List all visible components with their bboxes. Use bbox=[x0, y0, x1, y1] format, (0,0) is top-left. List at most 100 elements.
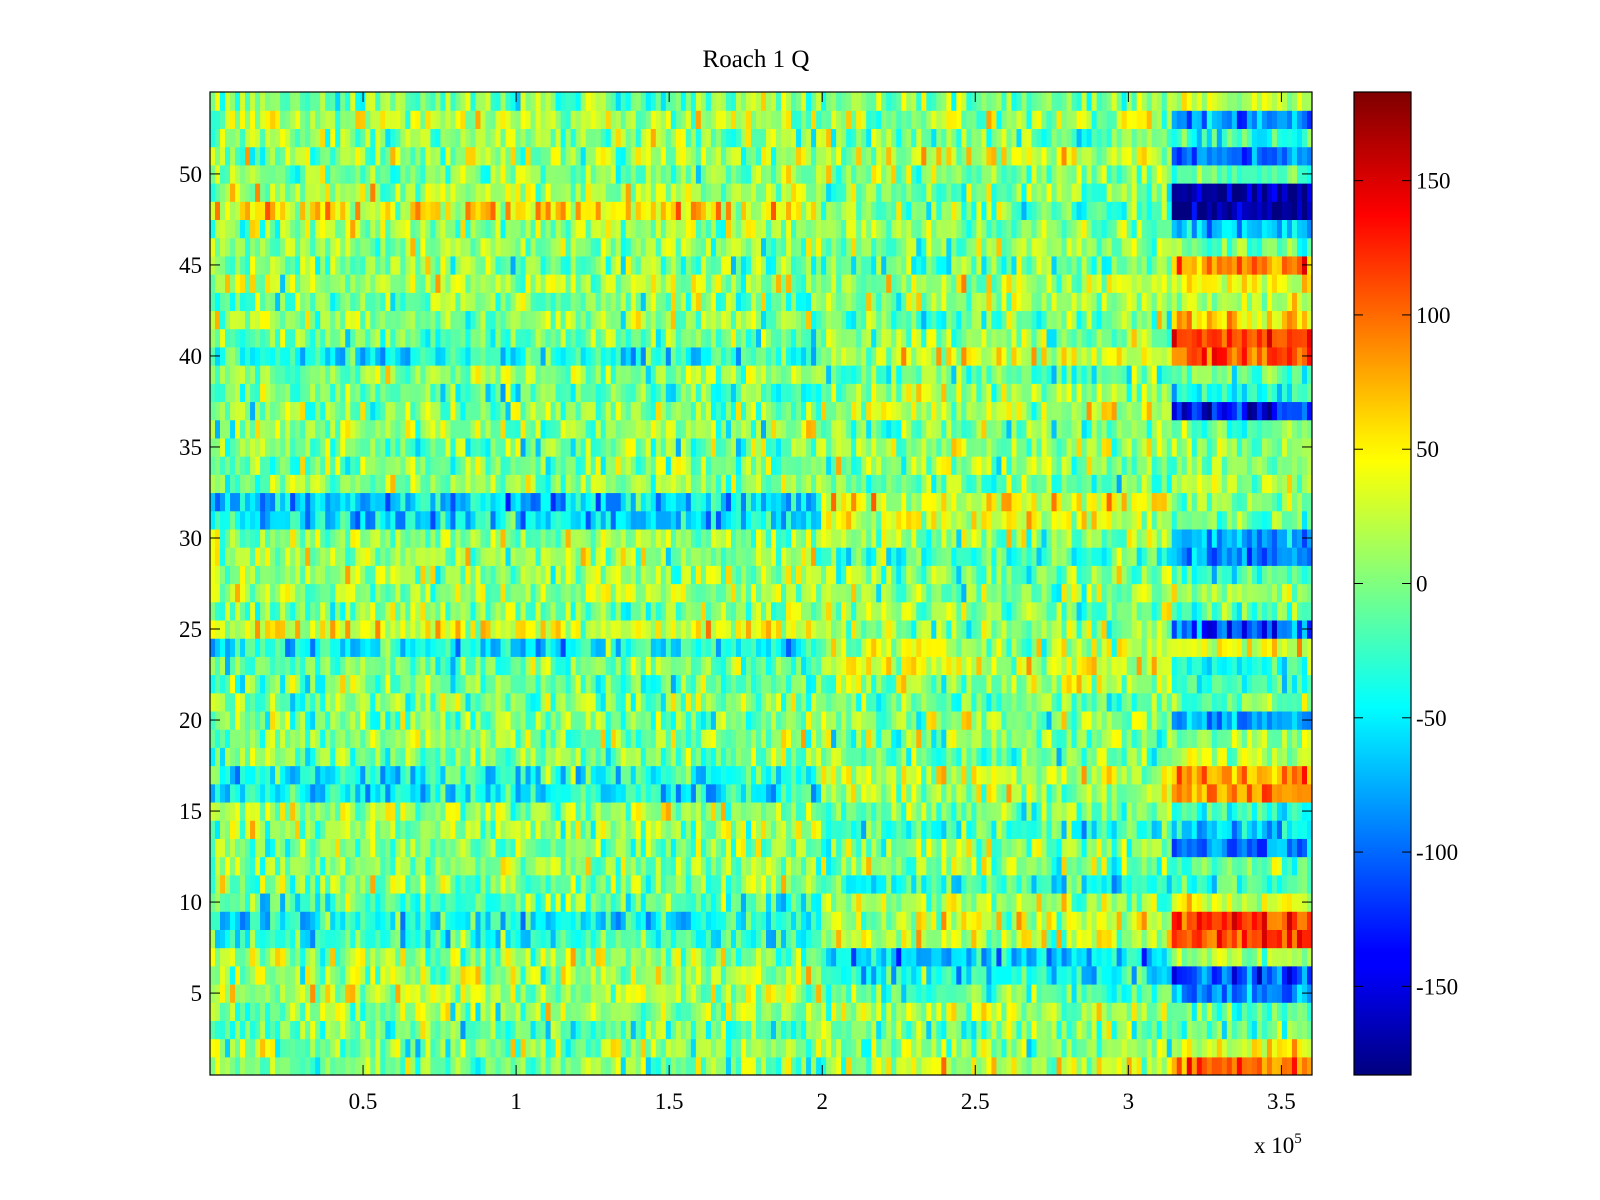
heatmap-cell bbox=[420, 838, 426, 858]
heatmap-cell bbox=[530, 947, 537, 967]
heatmap-cell bbox=[1201, 1020, 1208, 1040]
heatmap-cell bbox=[440, 692, 447, 712]
heatmap-cell bbox=[996, 765, 1003, 785]
heatmap-cell bbox=[390, 674, 396, 694]
heatmap-cell bbox=[445, 965, 452, 985]
heatmap-cell bbox=[1051, 710, 1058, 730]
heatmap-cell bbox=[976, 747, 982, 767]
heatmap-cell bbox=[685, 1020, 692, 1040]
heatmap-cell bbox=[595, 747, 602, 767]
heatmap-cell bbox=[365, 674, 371, 694]
heatmap-cell bbox=[1036, 674, 1043, 694]
heatmap-cell bbox=[630, 1002, 637, 1021]
heatmap-cell bbox=[510, 710, 517, 730]
heatmap-cell bbox=[285, 892, 291, 912]
heatmap-cell bbox=[650, 874, 657, 894]
heatmap-cell bbox=[956, 947, 962, 967]
heatmap-cell bbox=[1071, 765, 1078, 785]
heatmap-cell bbox=[555, 692, 562, 712]
heatmap-cell bbox=[981, 820, 988, 839]
heatmap-cell bbox=[1061, 692, 1068, 712]
heatmap-cell bbox=[1146, 965, 1153, 985]
heatmap-cell bbox=[1176, 1002, 1183, 1021]
heatmap-cell bbox=[520, 729, 527, 748]
heatmap-cell bbox=[335, 765, 341, 785]
heatmap-cell bbox=[310, 838, 316, 858]
heatmap-cell bbox=[520, 1056, 527, 1075]
heatmap-cell bbox=[1201, 820, 1208, 839]
heatmap-cell bbox=[280, 801, 286, 821]
heatmap-cell bbox=[851, 856, 857, 876]
heatmap-cell bbox=[325, 838, 331, 858]
heatmap-cell bbox=[1301, 1002, 1308, 1021]
heatmap-cell bbox=[510, 856, 517, 876]
heatmap-cell bbox=[851, 838, 857, 858]
heatmap-cell bbox=[630, 692, 637, 712]
heatmap-cell bbox=[360, 729, 366, 748]
heatmap-cell bbox=[690, 729, 697, 748]
heatmap-cell bbox=[520, 929, 527, 949]
heatmap-cell bbox=[1296, 856, 1303, 876]
heatmap-cell bbox=[445, 856, 452, 876]
heatmap-cell bbox=[1196, 965, 1203, 985]
heatmap-cell bbox=[420, 856, 426, 876]
heatmap-cell bbox=[1076, 1002, 1083, 1021]
heatmap-cell bbox=[916, 729, 922, 748]
heatmap-cell bbox=[250, 710, 256, 730]
heatmap-cell bbox=[1106, 856, 1113, 876]
heatmap-cell bbox=[350, 674, 356, 694]
heatmap-cell bbox=[590, 656, 597, 676]
heatmap-cell bbox=[1026, 929, 1033, 949]
heatmap-cell bbox=[690, 947, 697, 967]
heatmap-cell bbox=[555, 820, 562, 839]
heatmap-cell bbox=[290, 892, 296, 912]
heatmap-cell bbox=[715, 692, 722, 712]
heatmap-cell bbox=[996, 947, 1003, 967]
heatmap-cell bbox=[1276, 1020, 1283, 1040]
heatmap-cell bbox=[265, 656, 271, 676]
heatmap-cell bbox=[1306, 874, 1312, 894]
heatmap-cell bbox=[1006, 1056, 1013, 1075]
heatmap-cell bbox=[971, 1056, 977, 1075]
heatmap-cell bbox=[1031, 1056, 1038, 1075]
heatmap-cell bbox=[735, 965, 742, 985]
heatmap-cell bbox=[1026, 692, 1033, 712]
heatmap-cell bbox=[1156, 1002, 1163, 1021]
heatmap-cell bbox=[490, 838, 497, 858]
heatmap-cell bbox=[650, 729, 657, 748]
heatmap-cell bbox=[991, 692, 998, 712]
heatmap-cell bbox=[826, 783, 832, 803]
heatmap-cell bbox=[500, 856, 507, 876]
heatmap-cell bbox=[971, 929, 977, 949]
heatmap-cell bbox=[715, 1038, 722, 1058]
heatmap-cell bbox=[415, 838, 421, 858]
heatmap-cell bbox=[715, 929, 722, 949]
heatmap-cell bbox=[1021, 1056, 1028, 1075]
heatmap-cell bbox=[690, 892, 697, 912]
heatmap-cell bbox=[580, 947, 587, 967]
heatmap-cell bbox=[1046, 947, 1053, 967]
heatmap-cell bbox=[1136, 929, 1143, 949]
heatmap-cell bbox=[235, 674, 241, 694]
heatmap-cell bbox=[1056, 729, 1063, 748]
heatmap-cell bbox=[650, 1056, 657, 1075]
heatmap-cell bbox=[1076, 856, 1083, 876]
heatmap-cell bbox=[350, 747, 356, 767]
heatmap-cell bbox=[876, 911, 882, 930]
heatmap-cell bbox=[941, 765, 947, 785]
heatmap-cell bbox=[811, 783, 817, 803]
heatmap-cell bbox=[560, 1038, 567, 1058]
heatmap-cell bbox=[580, 710, 587, 730]
heatmap-cell bbox=[796, 710, 802, 730]
heatmap-cell bbox=[460, 838, 467, 858]
heatmap-cell bbox=[645, 947, 652, 967]
heatmap-cell bbox=[715, 911, 722, 930]
heatmap-cell bbox=[1251, 1020, 1258, 1040]
heatmap-cell bbox=[1031, 1020, 1038, 1040]
heatmap-cell bbox=[690, 820, 697, 839]
heatmap-cell bbox=[781, 674, 787, 694]
heatmap-cell bbox=[1101, 692, 1108, 712]
heatmap-cell bbox=[365, 710, 371, 730]
heatmap-cell bbox=[1041, 801, 1048, 821]
heatmap-cell bbox=[435, 783, 442, 803]
